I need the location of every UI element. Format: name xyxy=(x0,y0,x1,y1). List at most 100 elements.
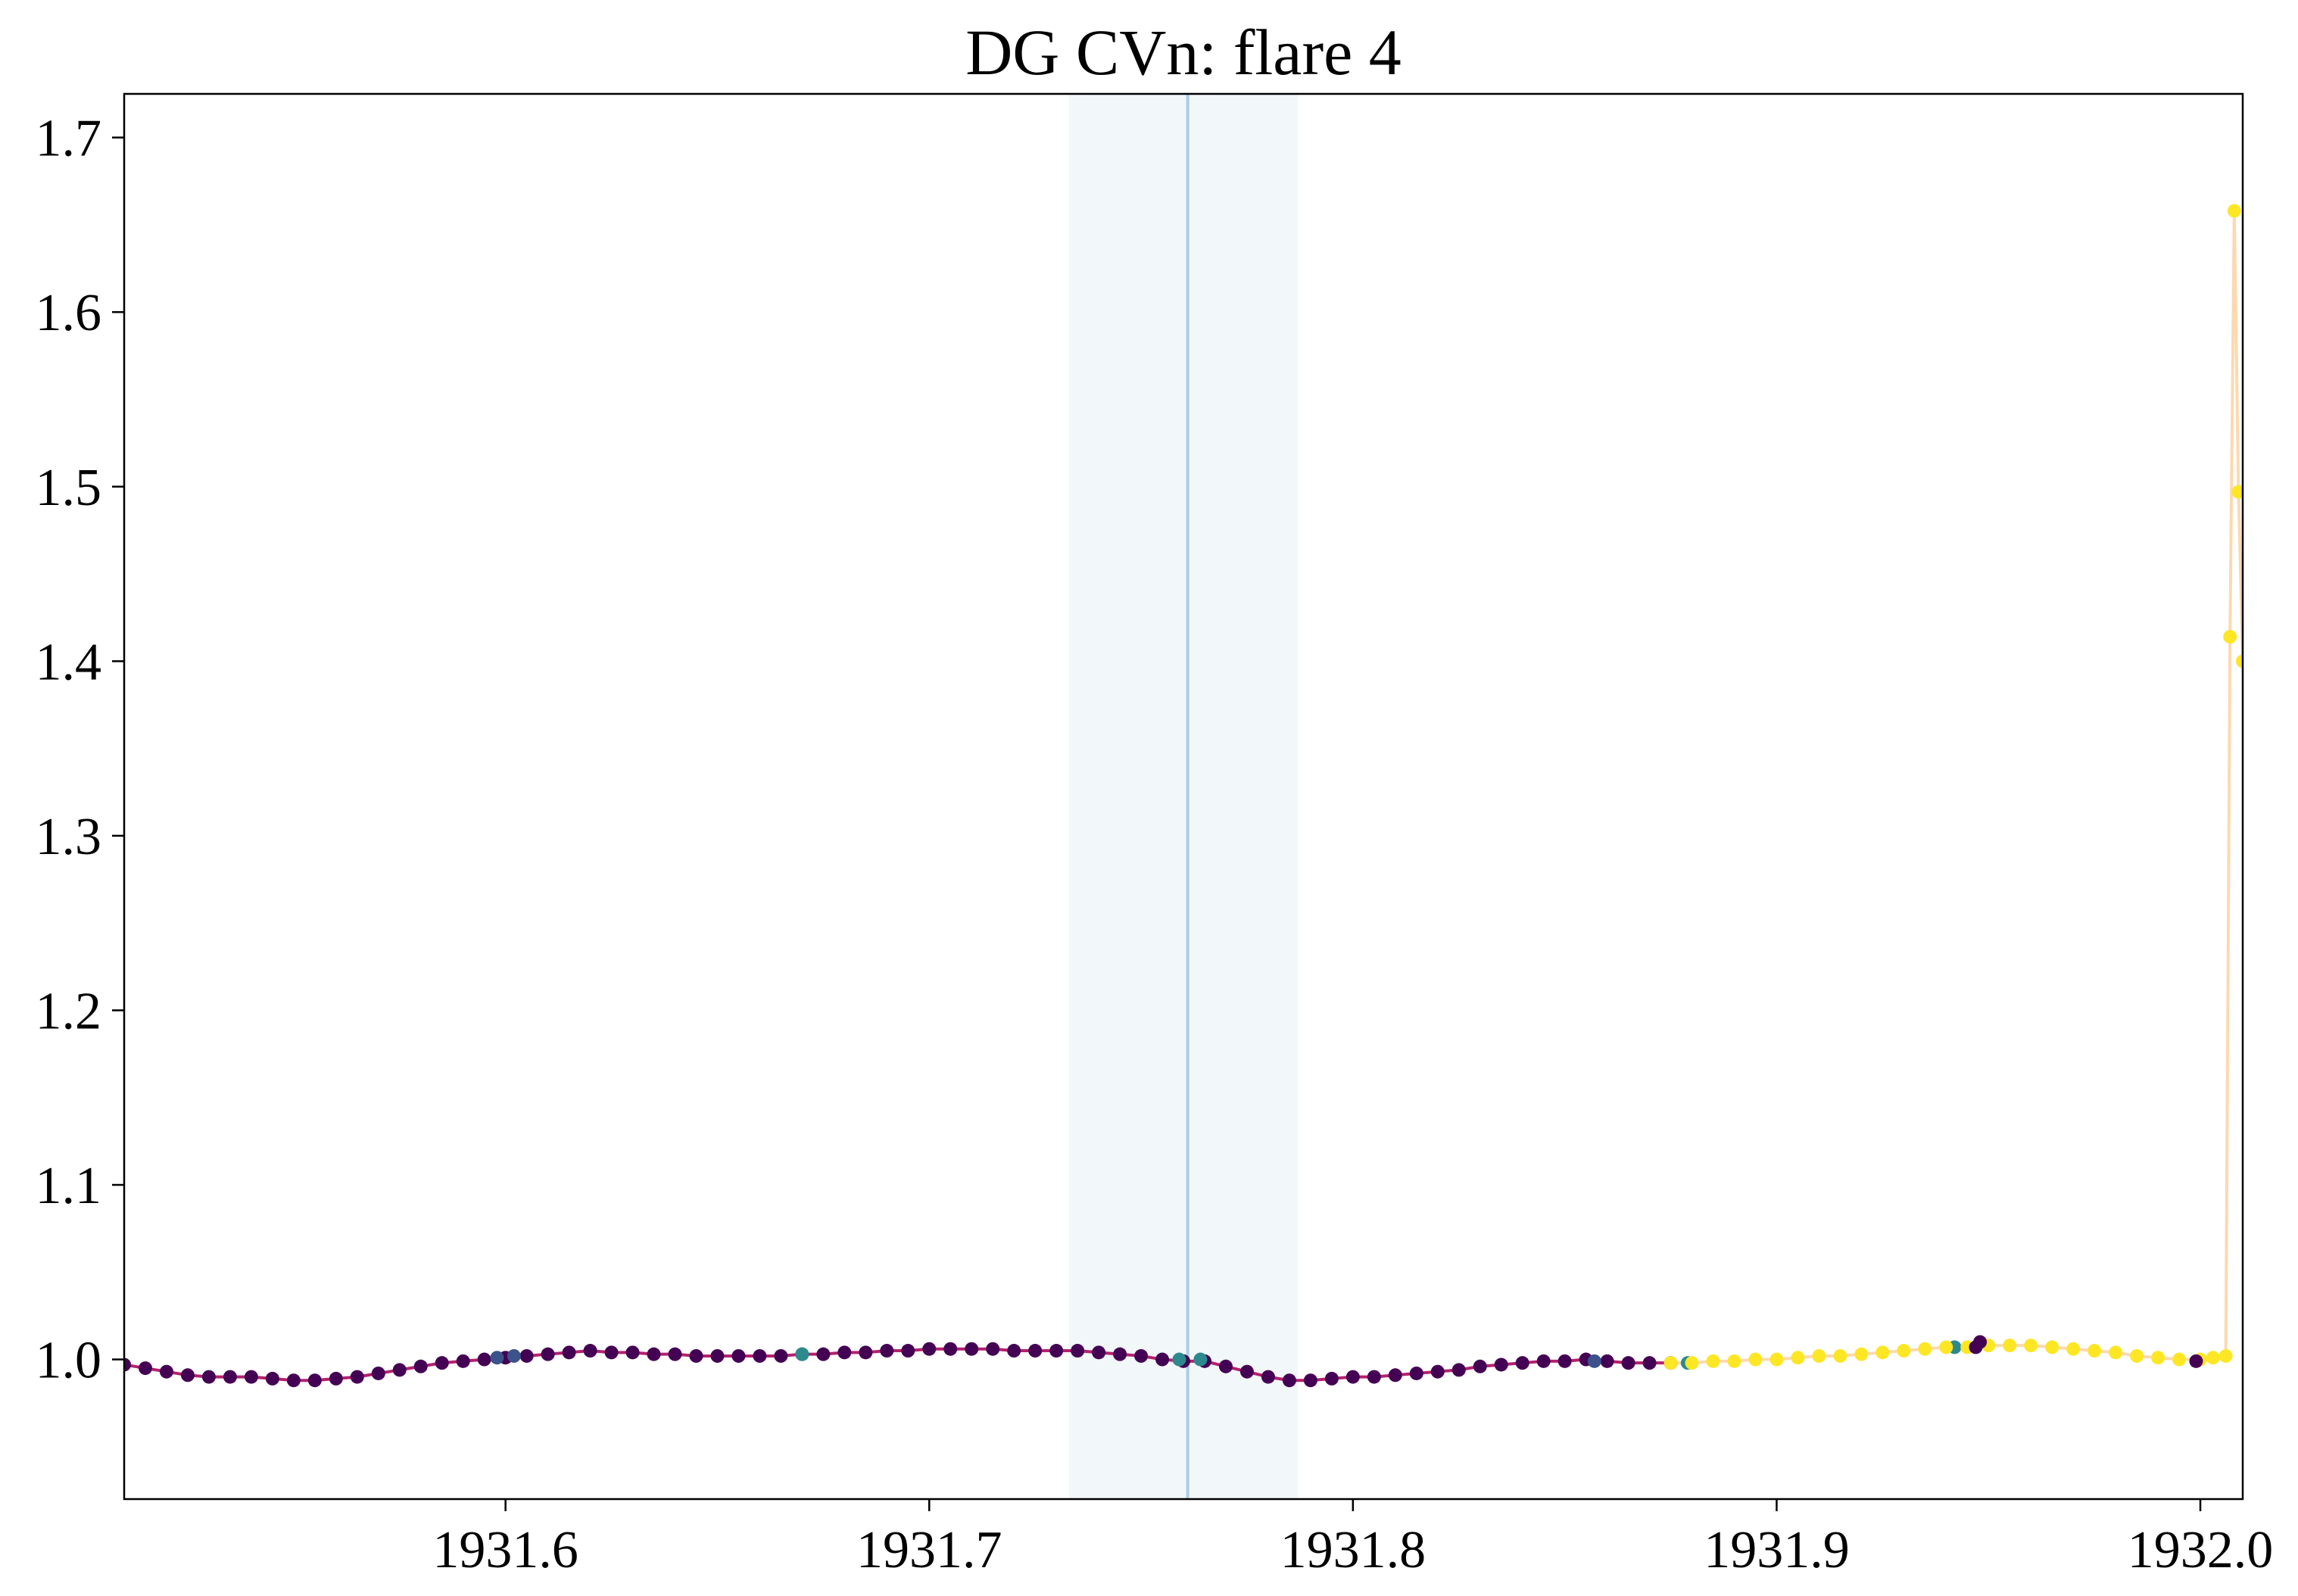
data-point xyxy=(1854,1347,1869,1361)
x-tick-label: 1931.8 xyxy=(1280,1521,1427,1579)
data-point xyxy=(689,1348,703,1363)
data-point xyxy=(1134,1348,1149,1363)
data-point xyxy=(1939,1340,1953,1354)
data-point xyxy=(490,1351,504,1365)
data-point xyxy=(1663,1356,1678,1370)
data-point xyxy=(1973,1335,1988,1349)
data-point xyxy=(2151,1351,2165,1365)
data-point xyxy=(859,1345,873,1360)
data-point xyxy=(753,1348,767,1363)
data-point xyxy=(350,1370,364,1384)
data-point xyxy=(795,1347,809,1361)
data-point xyxy=(1303,1373,1317,1388)
data-point xyxy=(244,1370,258,1384)
data-point xyxy=(1587,1354,1601,1368)
data-point xyxy=(2003,1339,2017,1353)
data-point xyxy=(392,1363,407,1377)
y-tick-label: 1.6 xyxy=(36,284,102,342)
data-point xyxy=(731,1348,746,1363)
data-point xyxy=(1028,1344,1043,1358)
data-point xyxy=(541,1347,555,1361)
x-tick-label: 1931.9 xyxy=(1704,1521,1850,1579)
data-point xyxy=(1388,1368,1402,1382)
data-point xyxy=(180,1368,195,1382)
data-point xyxy=(1642,1356,1657,1370)
data-point xyxy=(1600,1354,1614,1368)
data-point xyxy=(1409,1366,1423,1380)
data-point xyxy=(1218,1359,1233,1373)
series-4 xyxy=(1969,1335,2203,1368)
data-point xyxy=(2223,630,2237,644)
data-point xyxy=(477,1352,491,1367)
data-point xyxy=(371,1366,385,1380)
data-point xyxy=(1071,1344,1085,1358)
series-1 xyxy=(490,1348,1601,1368)
data-point xyxy=(1897,1344,1911,1358)
data-point xyxy=(583,1344,597,1358)
data-point xyxy=(1918,1342,1932,1356)
data-point xyxy=(837,1345,852,1360)
data-point xyxy=(922,1342,937,1356)
y-tick-label: 1.1 xyxy=(36,1157,102,1215)
data-point xyxy=(943,1342,958,1356)
data-point xyxy=(965,1342,979,1356)
data-point xyxy=(1727,1354,1741,1368)
data-point xyxy=(1557,1354,1572,1368)
data-point xyxy=(2130,1348,2144,1363)
data-point xyxy=(1172,1352,1186,1367)
data-point xyxy=(2206,1351,2220,1365)
data-point xyxy=(286,1373,301,1388)
data-point xyxy=(201,1370,216,1384)
x-tick-label: 1932.0 xyxy=(2128,1521,2274,1579)
data-point xyxy=(668,1347,682,1361)
data-point xyxy=(2172,1352,2187,1367)
data-point xyxy=(1092,1345,1106,1360)
series-0 xyxy=(124,1342,1678,1388)
data-point xyxy=(1515,1356,1529,1370)
data-point xyxy=(2066,1342,2081,1356)
data-point xyxy=(816,1347,831,1361)
data-point xyxy=(1451,1363,1466,1377)
data-point xyxy=(1113,1347,1127,1361)
data-point xyxy=(124,1358,131,1372)
data-point xyxy=(435,1356,449,1370)
data-point xyxy=(1324,1371,1339,1386)
data-point xyxy=(647,1347,661,1361)
data-point xyxy=(1791,1351,1805,1365)
y-tick-label: 1.3 xyxy=(36,808,102,866)
data-point xyxy=(1536,1354,1551,1368)
axes-frame xyxy=(123,92,2244,1501)
data-point xyxy=(1833,1348,1847,1363)
data-point xyxy=(1007,1344,1021,1358)
data-point xyxy=(1239,1364,1254,1379)
data-point xyxy=(1261,1370,1275,1384)
data-point xyxy=(456,1354,470,1368)
x-axis: 1931.6 1931.7 1931.8 1931.9 1932.0 xyxy=(432,1499,2273,1579)
data-point xyxy=(562,1345,576,1360)
shaded-region xyxy=(1068,94,1299,1499)
data-point xyxy=(625,1345,640,1360)
data-point xyxy=(223,1370,237,1384)
data-point xyxy=(413,1359,428,1373)
data-point xyxy=(2227,204,2241,218)
data-point xyxy=(2088,1344,2102,1358)
data-point xyxy=(1345,1370,1360,1384)
data-point xyxy=(265,1371,279,1386)
data-point xyxy=(1769,1352,1784,1367)
data-point xyxy=(1812,1348,1826,1363)
data-point xyxy=(507,1348,521,1363)
data-point xyxy=(2236,654,2243,669)
data-point xyxy=(1430,1364,1445,1379)
data-point xyxy=(1876,1345,1890,1360)
data-point xyxy=(986,1342,1000,1356)
data-point xyxy=(519,1348,534,1363)
y-tick-label: 1.5 xyxy=(36,459,102,517)
data-point xyxy=(2109,1345,2123,1360)
y-tick-label: 1.4 xyxy=(36,633,102,691)
data-point xyxy=(1282,1373,1296,1388)
data-point xyxy=(1473,1359,1487,1373)
x-tick-label: 1931.7 xyxy=(856,1521,1002,1579)
flare-line xyxy=(1670,209,2243,1365)
y-tick-label: 1.2 xyxy=(36,982,102,1040)
